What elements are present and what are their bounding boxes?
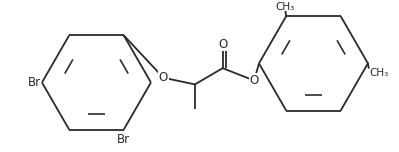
Text: CH₃: CH₃ [369, 68, 389, 78]
Text: Br: Br [28, 76, 41, 89]
Text: CH₃: CH₃ [275, 2, 294, 12]
Text: O: O [159, 71, 168, 84]
Text: Br: Br [117, 133, 130, 146]
Text: O: O [249, 74, 259, 87]
Text: O: O [218, 38, 227, 51]
